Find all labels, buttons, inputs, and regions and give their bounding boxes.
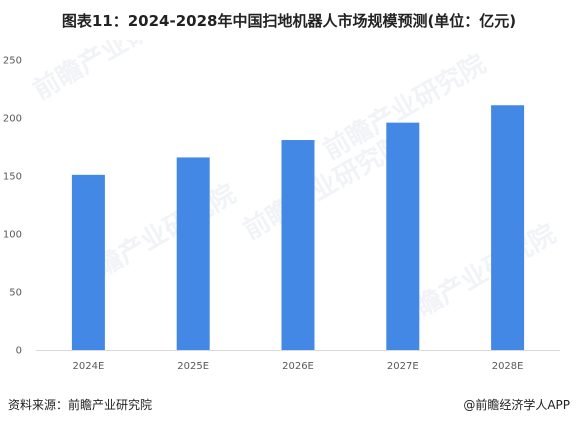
y-tick-label: 200	[3, 114, 22, 125]
bar	[176, 157, 210, 350]
chart-title: 图表11：2024-2028年中国扫地机器人市场规模预测(单位：亿元)	[61, 12, 517, 30]
y-tick-label: 50	[9, 288, 22, 299]
bar	[491, 105, 525, 351]
x-tick-label: 2026E	[282, 361, 314, 372]
y-tick-label: 0	[16, 346, 22, 357]
x-tick-label: 2027E	[387, 361, 419, 372]
bar	[281, 140, 315, 350]
bar	[386, 122, 420, 350]
footer: 资料来源：前瞻产业研究院 @前瞻经济学人APP	[0, 396, 578, 416]
bars	[71, 105, 525, 351]
watermark-text: 前瞻产业研究院	[28, 40, 201, 106]
y-tick-label: 250	[3, 56, 22, 67]
x-tick-label: 2025E	[177, 361, 209, 372]
x-axis-ticks: 2024E 2025E 2026E 2027E 2028E	[73, 361, 524, 372]
y-tick-label: 100	[3, 230, 22, 241]
source-note: 资料来源：前瞻产业研究院	[8, 398, 153, 412]
credit-note: @前瞻经济学人APP	[463, 398, 570, 412]
x-tick-label: 2028E	[492, 361, 524, 372]
x-tick-label: 2024E	[73, 361, 105, 372]
y-axis-ticks: 0 50 100 150 200 250	[3, 56, 22, 357]
bar	[71, 174, 105, 350]
chart-area: 前瞻产业研究院 前瞻产业研究院 前瞻产业研究院 前瞻产业研究院 前瞻产业研究院 0 50 1…	[0, 0, 578, 385]
y-tick-label: 150	[3, 172, 22, 183]
